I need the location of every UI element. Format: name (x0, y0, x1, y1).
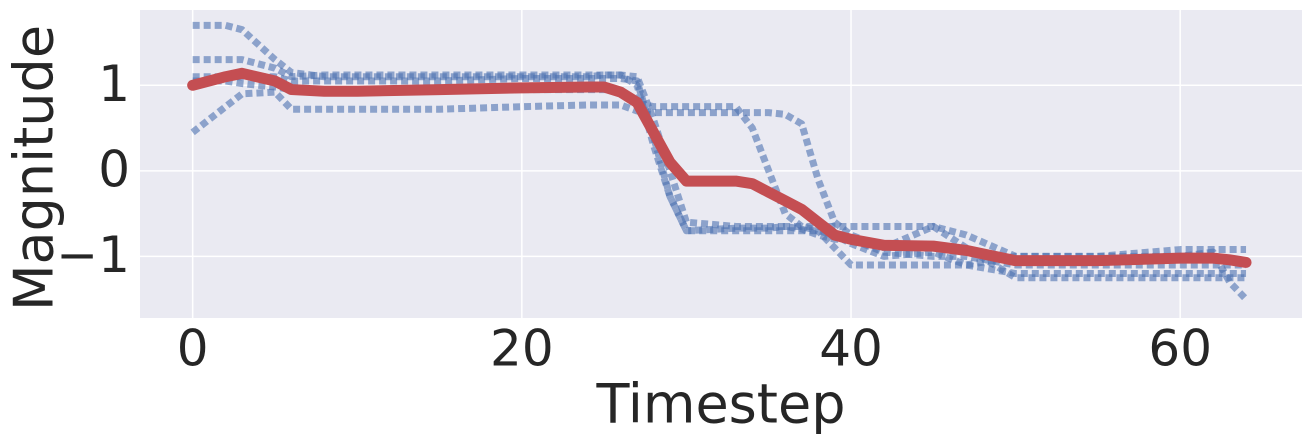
x-tick-label: 40 (819, 320, 883, 378)
line-series (187, 67, 1252, 268)
lines (187, 21, 1252, 302)
line-series (190, 88, 1247, 282)
x-axis-label: Timestep (596, 373, 846, 436)
plot-area (140, 10, 1302, 318)
x-tick-label: 20 (490, 320, 554, 378)
x-tick-label: 60 (1148, 320, 1212, 378)
y-tick-label: 1 (98, 55, 130, 113)
y-axis-label: Magnitude (3, 25, 66, 311)
grid (140, 10, 1302, 318)
y-tick-label: −1 (56, 226, 130, 284)
x-tick-label: 0 (177, 320, 209, 378)
line-series (192, 73, 1247, 278)
y-tick-label: 0 (98, 140, 130, 198)
